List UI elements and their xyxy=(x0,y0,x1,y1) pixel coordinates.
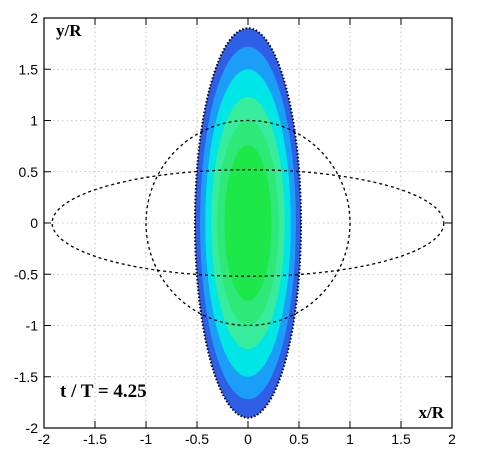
y-tick-label: 1 xyxy=(30,113,38,129)
reference-ellipse xyxy=(51,169,445,277)
reference-circle xyxy=(145,119,351,327)
x-tick-label: 0.5 xyxy=(289,431,309,447)
x-tick-label: -1.5 xyxy=(83,431,107,447)
contour-boundary xyxy=(193,27,303,419)
y-tick-label: 0 xyxy=(30,215,38,231)
y-tick-label: -1.5 xyxy=(14,369,38,385)
x-tick-label: -0.5 xyxy=(185,431,209,447)
contour-level-6 xyxy=(224,145,272,301)
y-tick-label: -0.5 xyxy=(14,266,38,282)
y-axis-title: y/R xyxy=(56,21,82,40)
x-tick-label: 1.5 xyxy=(391,431,411,447)
filled-contour-ellipse xyxy=(193,27,303,419)
tick-labels: -2 -1.5 -1 -0.5 0 0.5 1 1.5 2 -2 -1.5 -1 -0.5 0 0.5 1 1.… xyxy=(14,10,456,447)
x-tick-label: -1 xyxy=(140,431,153,447)
y-tick-label: 0.5 xyxy=(19,164,39,180)
y-tick-label: 2 xyxy=(30,10,38,26)
x-tick-label: 1 xyxy=(346,431,354,447)
x-tick-label: 0 xyxy=(244,431,252,447)
reference-curves xyxy=(51,119,445,327)
y-tick-label: -2 xyxy=(26,420,39,436)
y-tick-label: -1 xyxy=(26,318,39,334)
x-tick-label: -2 xyxy=(38,431,51,447)
time-annotation: t / T = 4.25 xyxy=(60,381,147,402)
axis-ticks xyxy=(43,17,453,429)
x-axis-title: x/R xyxy=(419,403,445,422)
y-tick-label: 1.5 xyxy=(19,61,39,77)
x-tick-label: 2 xyxy=(448,431,456,447)
